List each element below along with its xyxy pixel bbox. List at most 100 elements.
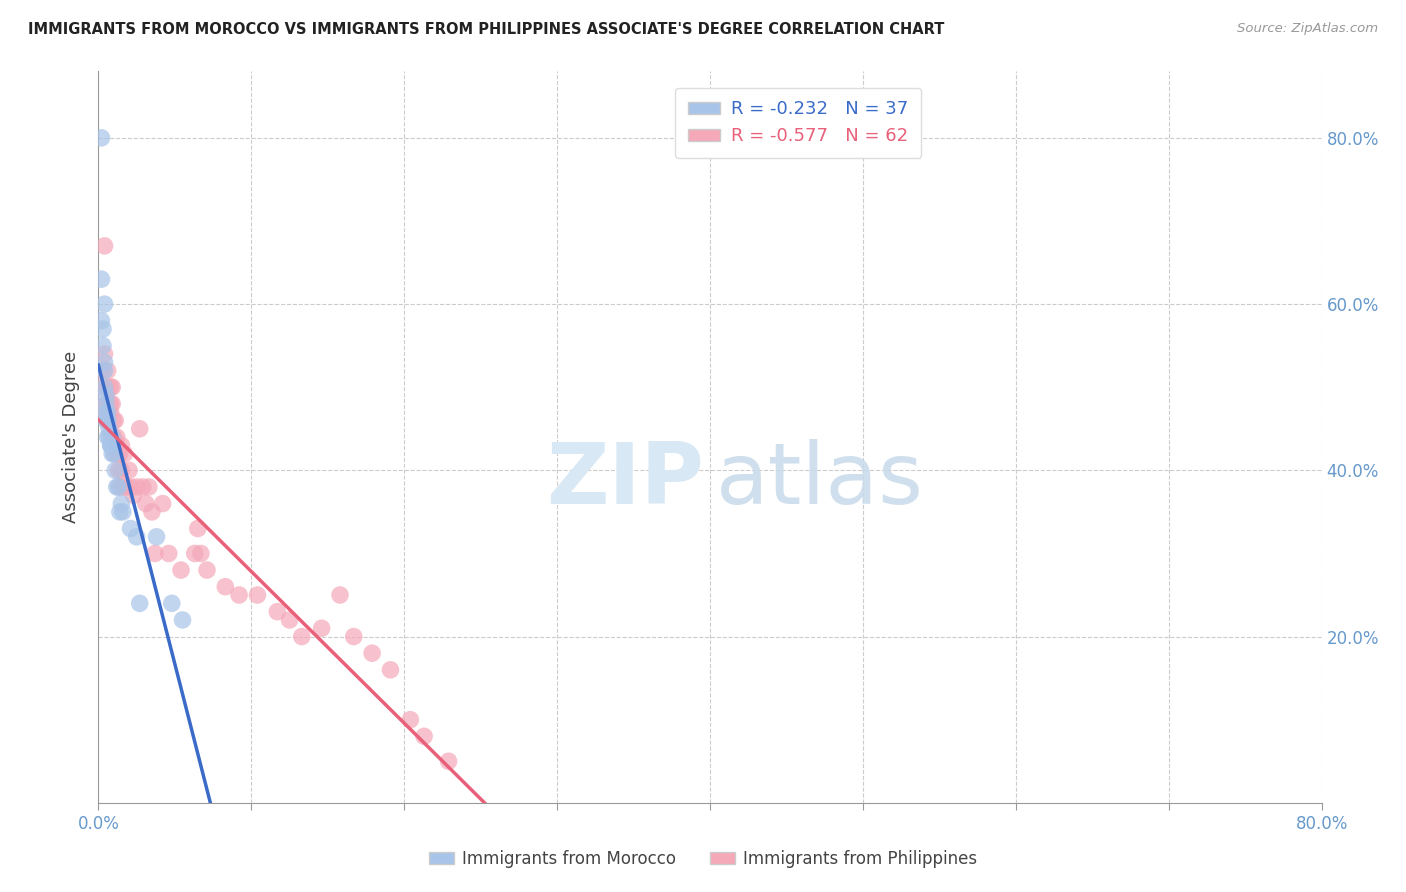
Point — [160, 596, 183, 610]
Point — [91, 322, 114, 336]
Point — [278, 613, 301, 627]
Point — [93, 380, 115, 394]
Point — [125, 530, 148, 544]
Point — [104, 447, 127, 461]
Point — [101, 430, 124, 444]
Point — [190, 546, 212, 560]
Point — [90, 272, 112, 286]
Point — [97, 405, 120, 419]
Text: ZIP: ZIP — [546, 440, 704, 523]
Point — [94, 388, 117, 402]
Point — [101, 397, 124, 411]
Point — [100, 438, 122, 452]
Point — [90, 131, 112, 145]
Point — [108, 480, 131, 494]
Point — [98, 397, 121, 411]
Point — [103, 413, 125, 427]
Point — [101, 438, 124, 452]
Point — [399, 713, 422, 727]
Point — [107, 447, 129, 461]
Point — [105, 438, 128, 452]
Point — [291, 630, 314, 644]
Point — [120, 521, 142, 535]
Point — [111, 505, 134, 519]
Point — [413, 729, 436, 743]
Point — [100, 380, 122, 394]
Point — [110, 497, 132, 511]
Point — [187, 521, 209, 535]
Point — [152, 497, 174, 511]
Point — [437, 754, 460, 768]
Text: Source: ZipAtlas.com: Source: ZipAtlas.com — [1237, 22, 1378, 36]
Point — [104, 413, 127, 427]
Point — [122, 488, 145, 502]
Point — [97, 413, 120, 427]
Point — [157, 546, 180, 560]
Point — [94, 405, 117, 419]
Point — [104, 463, 127, 477]
Point — [103, 447, 125, 461]
Point — [97, 413, 120, 427]
Point — [329, 588, 352, 602]
Legend: R = -0.232   N = 37, R = -0.577   N = 62: R = -0.232 N = 37, R = -0.577 N = 62 — [675, 87, 921, 158]
Point — [93, 239, 115, 253]
Point — [361, 646, 384, 660]
Point — [128, 422, 150, 436]
Point — [143, 546, 166, 560]
Point — [138, 480, 160, 494]
Point — [98, 422, 121, 436]
Point — [135, 497, 157, 511]
Point — [101, 380, 124, 394]
Point — [103, 430, 125, 444]
Point — [98, 405, 121, 419]
Point — [91, 363, 114, 377]
Point — [112, 447, 135, 461]
Point — [97, 380, 120, 394]
Point — [195, 563, 218, 577]
Point — [94, 397, 117, 411]
Point — [107, 480, 129, 494]
Y-axis label: Associate's Degree: Associate's Degree — [62, 351, 80, 524]
Point — [170, 563, 193, 577]
Point — [380, 663, 402, 677]
Point — [141, 505, 163, 519]
Point — [108, 505, 131, 519]
Point — [90, 314, 112, 328]
Point — [98, 430, 121, 444]
Point — [214, 580, 236, 594]
Point — [97, 430, 120, 444]
Point — [184, 546, 207, 560]
Point — [111, 480, 134, 494]
Point — [108, 447, 131, 461]
Point — [343, 630, 366, 644]
Point — [107, 463, 129, 477]
Point — [101, 447, 124, 461]
Point — [228, 588, 250, 602]
Point — [105, 480, 128, 494]
Text: atlas: atlas — [716, 440, 924, 523]
Legend: Immigrants from Morocco, Immigrants from Philippines: Immigrants from Morocco, Immigrants from… — [422, 844, 984, 875]
Point — [93, 355, 115, 369]
Point — [97, 363, 120, 377]
Point — [132, 480, 155, 494]
Point — [172, 613, 194, 627]
Point — [94, 405, 117, 419]
Point — [266, 605, 288, 619]
Point — [94, 413, 117, 427]
Point — [120, 480, 142, 494]
Point — [105, 430, 128, 444]
Point — [311, 621, 333, 635]
Point — [118, 463, 141, 477]
Point — [93, 347, 115, 361]
Point — [145, 530, 167, 544]
Point — [91, 338, 114, 352]
Point — [110, 463, 132, 477]
Point — [97, 413, 120, 427]
Point — [100, 397, 122, 411]
Point — [115, 480, 138, 494]
Point — [125, 480, 148, 494]
Text: IMMIGRANTS FROM MOROCCO VS IMMIGRANTS FROM PHILIPPINES ASSOCIATE'S DEGREE CORREL: IMMIGRANTS FROM MOROCCO VS IMMIGRANTS FR… — [28, 22, 945, 37]
Point — [246, 588, 269, 602]
Point — [100, 438, 122, 452]
Point — [128, 596, 150, 610]
